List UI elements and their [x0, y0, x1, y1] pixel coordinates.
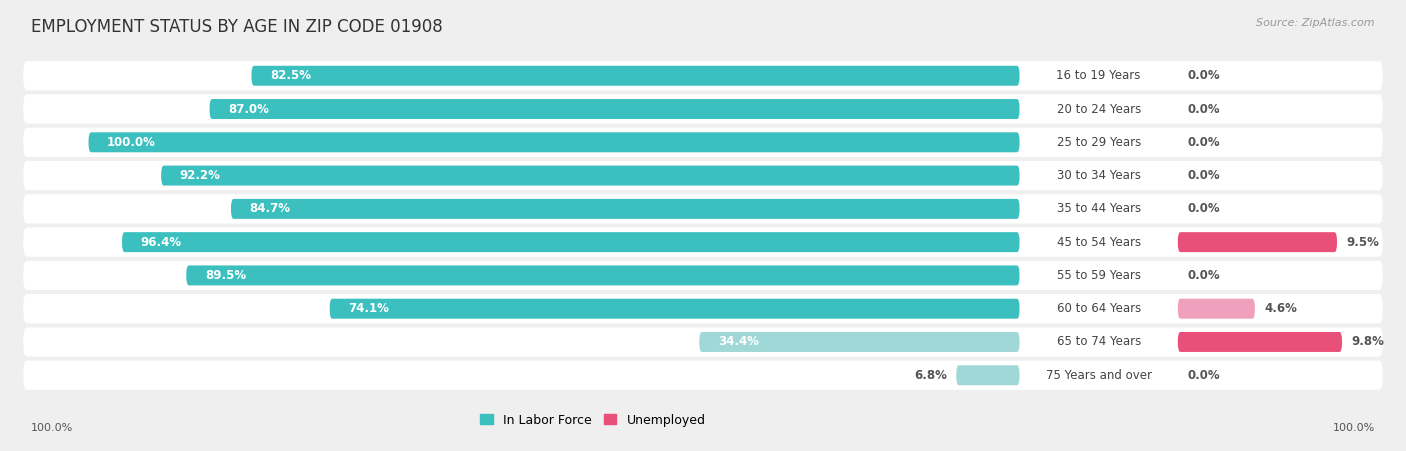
Text: EMPLOYMENT STATUS BY AGE IN ZIP CODE 01908: EMPLOYMENT STATUS BY AGE IN ZIP CODE 019… — [31, 18, 443, 36]
Text: 45 to 54 Years: 45 to 54 Years — [1057, 235, 1140, 249]
Text: 75 Years and over: 75 Years and over — [1046, 369, 1152, 382]
Text: 60 to 64 Years: 60 to 64 Years — [1056, 302, 1140, 315]
FancyBboxPatch shape — [252, 66, 1019, 86]
Text: 9.5%: 9.5% — [1347, 235, 1379, 249]
Text: 100.0%: 100.0% — [1333, 423, 1375, 433]
FancyBboxPatch shape — [24, 161, 1382, 190]
FancyBboxPatch shape — [1178, 232, 1337, 252]
Text: Source: ZipAtlas.com: Source: ZipAtlas.com — [1257, 18, 1375, 28]
FancyBboxPatch shape — [24, 361, 1382, 390]
Text: 20 to 24 Years: 20 to 24 Years — [1056, 102, 1140, 115]
Text: 89.5%: 89.5% — [205, 269, 246, 282]
Text: 16 to 19 Years: 16 to 19 Years — [1056, 69, 1140, 82]
Text: 30 to 34 Years: 30 to 34 Years — [1057, 169, 1140, 182]
FancyBboxPatch shape — [24, 61, 1382, 90]
Text: 55 to 59 Years: 55 to 59 Years — [1057, 269, 1140, 282]
Text: 82.5%: 82.5% — [270, 69, 311, 82]
FancyBboxPatch shape — [24, 261, 1382, 290]
Text: 35 to 44 Years: 35 to 44 Years — [1057, 202, 1140, 216]
FancyBboxPatch shape — [24, 128, 1382, 157]
FancyBboxPatch shape — [231, 199, 1019, 219]
Text: 34.4%: 34.4% — [718, 336, 759, 349]
Text: 25 to 29 Years: 25 to 29 Years — [1056, 136, 1140, 149]
Text: 4.6%: 4.6% — [1264, 302, 1298, 315]
Text: 6.8%: 6.8% — [914, 369, 946, 382]
Text: 87.0%: 87.0% — [228, 102, 269, 115]
FancyBboxPatch shape — [699, 332, 1019, 352]
FancyBboxPatch shape — [24, 294, 1382, 323]
FancyBboxPatch shape — [24, 94, 1382, 124]
Text: 0.0%: 0.0% — [1187, 102, 1220, 115]
Text: 92.2%: 92.2% — [180, 169, 221, 182]
Text: 84.7%: 84.7% — [250, 202, 291, 216]
Text: 0.0%: 0.0% — [1187, 369, 1220, 382]
FancyBboxPatch shape — [187, 266, 1019, 285]
Text: 96.4%: 96.4% — [141, 235, 181, 249]
Text: 0.0%: 0.0% — [1187, 202, 1220, 216]
FancyBboxPatch shape — [24, 227, 1382, 257]
Legend: In Labor Force, Unemployed: In Labor Force, Unemployed — [475, 409, 710, 432]
FancyBboxPatch shape — [89, 132, 1019, 152]
Text: 100.0%: 100.0% — [107, 136, 156, 149]
FancyBboxPatch shape — [956, 365, 1019, 385]
FancyBboxPatch shape — [162, 166, 1019, 185]
FancyBboxPatch shape — [209, 99, 1019, 119]
Text: 0.0%: 0.0% — [1187, 69, 1220, 82]
FancyBboxPatch shape — [24, 327, 1382, 357]
Text: 65 to 74 Years: 65 to 74 Years — [1056, 336, 1140, 349]
FancyBboxPatch shape — [122, 232, 1019, 252]
FancyBboxPatch shape — [329, 299, 1019, 319]
Text: 100.0%: 100.0% — [31, 423, 73, 433]
FancyBboxPatch shape — [1178, 332, 1343, 352]
Text: 9.8%: 9.8% — [1351, 336, 1385, 349]
Text: 0.0%: 0.0% — [1187, 269, 1220, 282]
FancyBboxPatch shape — [1178, 299, 1256, 319]
Text: 0.0%: 0.0% — [1187, 136, 1220, 149]
Text: 0.0%: 0.0% — [1187, 169, 1220, 182]
Text: 74.1%: 74.1% — [349, 302, 389, 315]
FancyBboxPatch shape — [24, 194, 1382, 224]
